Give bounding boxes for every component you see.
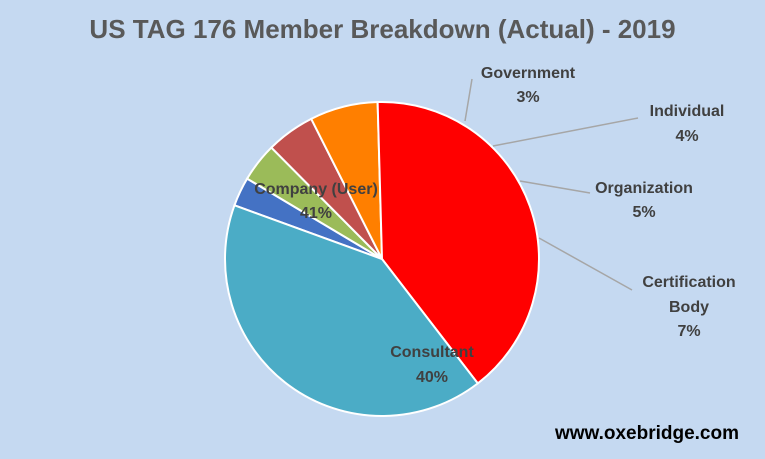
- watermark: www.oxebridge.com: [554, 423, 739, 444]
- data-label-category-individual: Individual: [650, 103, 725, 120]
- data-label-category-certification-body: Certification: [642, 274, 735, 291]
- data-label-value-company-user: 41%: [300, 205, 332, 222]
- data-label-value-individual: 4%: [675, 128, 698, 145]
- data-label-category-certification-body: Body: [669, 299, 709, 316]
- data-label-category-organization: Organization: [595, 180, 693, 197]
- leader-line-government: [464, 78, 473, 122]
- data-label-value-organization: 5%: [632, 204, 655, 221]
- leader-line-certification-body: [538, 237, 633, 291]
- leader-line-organization: [519, 180, 591, 194]
- data-label-value-certification-body: 7%: [677, 323, 700, 340]
- chart-title: US TAG 176 Member Breakdown (Actual) - 2…: [89, 14, 676, 44]
- leader-line-individual: [492, 117, 639, 147]
- pie-slice-company-user: [224, 204, 480, 417]
- data-label-category-government: Government: [481, 65, 576, 82]
- data-label-category-company-user: Company (User): [254, 181, 378, 198]
- pie-slice-consultant: [376, 101, 540, 385]
- data-label-category-consultant: Consultant: [390, 344, 474, 361]
- data-label-value-consultant: 40%: [416, 369, 448, 386]
- data-label-value-government: 3%: [516, 89, 539, 106]
